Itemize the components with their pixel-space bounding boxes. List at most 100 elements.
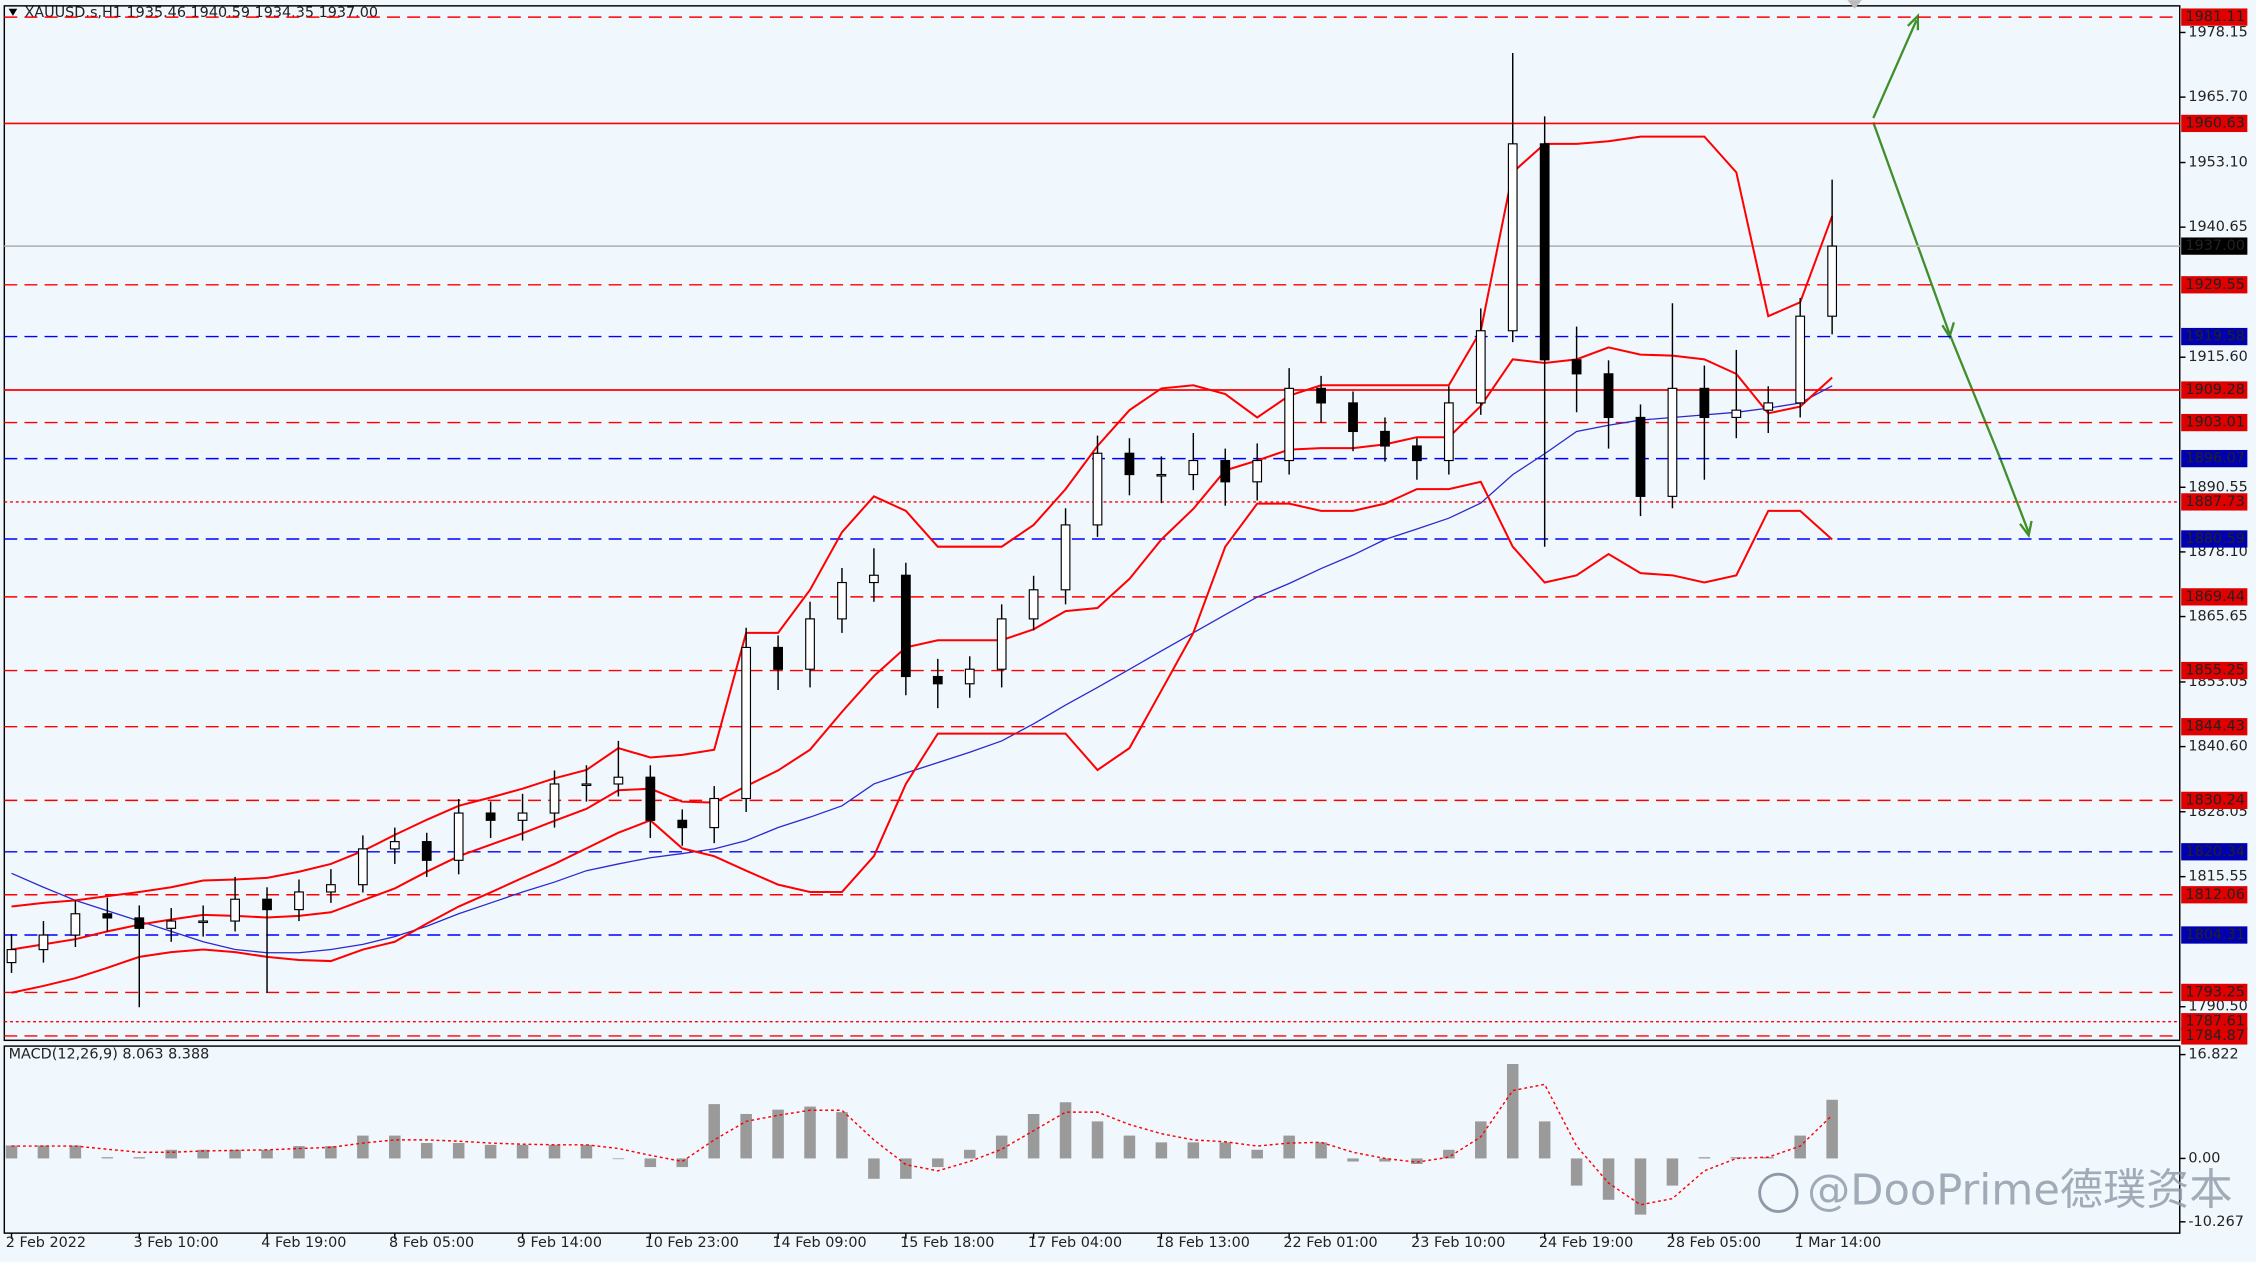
ma-line <box>11 385 1833 954</box>
forecast-arrows <box>1872 13 2033 539</box>
candle-body <box>645 776 656 821</box>
macd-bar <box>1698 1157 1711 1159</box>
level-label: 1929.55 <box>2186 277 2245 293</box>
macd-bar <box>1379 1158 1391 1162</box>
candle-body <box>581 783 592 786</box>
y-tick-label: -10.267 <box>2188 1214 2244 1230</box>
level-label-box <box>2181 886 2248 904</box>
candle-body <box>1699 387 1710 419</box>
level-label: 1909.28 <box>2186 382 2245 398</box>
x-tick-label: 3 Feb 10:00 <box>134 1235 219 1251</box>
x-tick-label: 8 Feb 05:00 <box>389 1235 474 1251</box>
candle-body <box>294 891 304 911</box>
watermark: @DooPrime德璞资本 <box>1758 1165 2233 1215</box>
macd-bar <box>1347 1158 1359 1162</box>
scroll-marker <box>1847 0 1862 9</box>
level-label: 1903.01 <box>2186 415 2245 431</box>
level-label: 1981.11 <box>2186 9 2245 25</box>
arrow-head <box>2019 520 2033 539</box>
watermark-text: @DooPrime德璞资本 <box>1807 1165 2232 1215</box>
y-tick-label: 1965.70 <box>2188 89 2247 105</box>
y-tick-label: 1940.65 <box>2188 219 2247 235</box>
level-label: 1804.31 <box>2186 927 2245 943</box>
macd-bar <box>452 1143 465 1159</box>
macd-bar <box>644 1158 657 1168</box>
y-tick-label: 1915.60 <box>2188 349 2247 365</box>
x-tick-label: 17 Feb 04:00 <box>1028 1235 1122 1251</box>
candle-body <box>1220 459 1231 483</box>
candle-body <box>326 884 336 893</box>
x-tick-label: 24 Feb 19:00 <box>1539 1235 1633 1251</box>
macd-bar <box>1538 1121 1551 1159</box>
y-tick-label: 16.822 <box>2188 1047 2238 1063</box>
macd-bar <box>1730 1157 1743 1159</box>
y-tick-label: 1978.15 <box>2188 24 2247 40</box>
y-tick-label: 1815.55 <box>2188 869 2247 885</box>
candle-body <box>805 618 815 670</box>
x-tick-label: 23 Feb 10:00 <box>1411 1235 1505 1251</box>
macd-bar <box>133 1157 146 1159</box>
candle-body <box>389 841 400 850</box>
x-tick-label: 1 Mar 14:00 <box>1794 1235 1881 1251</box>
macd-bar <box>1666 1158 1679 1186</box>
macd-bar <box>420 1143 433 1159</box>
bollinger-lower <box>11 480 1833 994</box>
macd-frame <box>3 1045 2181 1234</box>
level-label: 1869.44 <box>2186 589 2245 605</box>
macd-bar <box>325 1146 337 1159</box>
x-tick-label: 28 Feb 05:00 <box>1667 1235 1761 1251</box>
macd-bar <box>1634 1158 1647 1215</box>
level-label-box <box>2181 237 2248 255</box>
bollinger-upper <box>11 135 1834 908</box>
level-label-box <box>2181 1027 2248 1045</box>
level-label-box <box>2181 449 2248 468</box>
watermark-icon <box>1758 1172 1799 1213</box>
macd-bar <box>516 1144 529 1159</box>
level-label-box <box>2181 791 2248 810</box>
macd-bar <box>1219 1142 1232 1159</box>
macd-bar <box>1411 1158 1423 1164</box>
x-tick-label: 2 Feb 2022 <box>6 1235 86 1251</box>
macd-bar <box>804 1106 816 1159</box>
y-tick-label: 1865.65 <box>2188 609 2247 625</box>
candle-body <box>453 812 464 861</box>
candle-body <box>677 819 688 829</box>
candle-body <box>1763 402 1774 411</box>
level-label: 1855.25 <box>2186 663 2245 679</box>
candle-body <box>549 783 560 814</box>
macd-bar <box>1475 1121 1487 1159</box>
y-tick-label: 1840.60 <box>2188 739 2247 755</box>
y-tick-label: 1890.55 <box>2188 479 2247 495</box>
x-tick-label: 15 Feb 18:00 <box>900 1235 994 1251</box>
level-label-box <box>2181 718 2248 736</box>
macd-bar <box>389 1135 401 1159</box>
x-tick-label: 9 Feb 14:00 <box>517 1235 602 1251</box>
level-label: 1887.73 <box>2186 494 2245 510</box>
level-label-box <box>2181 276 2248 294</box>
level-label: 1880.59 <box>2186 531 2245 547</box>
candle-body <box>166 920 177 929</box>
level-label: 1812.06 <box>2186 887 2245 903</box>
macd-bar <box>37 1145 50 1159</box>
x-tick-label: 4 Feb 19:00 <box>261 1235 346 1251</box>
level-label-box <box>2181 381 2248 399</box>
candle-body <box>1092 452 1103 526</box>
macd-bar <box>165 1149 177 1159</box>
candle-body <box>837 581 847 620</box>
candle-body <box>996 618 1007 670</box>
candle-body <box>6 949 17 964</box>
level-label-box <box>2181 327 2248 346</box>
symbol-header: XAUUSD.s,H1 1935.46 1940.59 1934.35 1937… <box>24 5 378 21</box>
macd-bar <box>1059 1102 1072 1159</box>
main-frame <box>3 5 2181 1042</box>
x-tick-label: 18 Feb 13:00 <box>1156 1235 1250 1251</box>
candle-body <box>1124 452 1135 476</box>
x-tick-label: 22 Feb 01:00 <box>1283 1235 1377 1251</box>
candle-body <box>421 841 432 861</box>
candle-body <box>1284 387 1295 462</box>
level-label-box <box>2181 114 2248 133</box>
macd-bar <box>708 1104 720 1159</box>
candle-body <box>198 920 209 924</box>
